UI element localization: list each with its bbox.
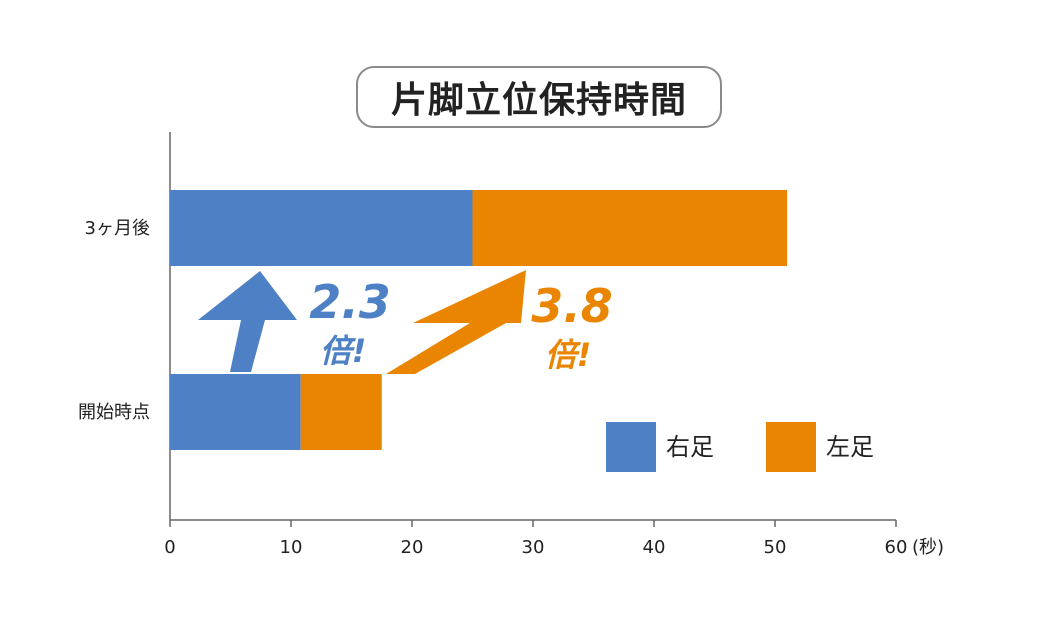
y-category-label: 開始時点 — [78, 402, 150, 423]
x-tick-label: 30 — [522, 537, 545, 558]
orange-arrow — [386, 270, 526, 374]
legend-label: 右足 — [666, 433, 714, 461]
x-tick-label: 50 — [764, 537, 787, 558]
x-tick-label: 20 — [401, 537, 424, 558]
bar-right-foot — [170, 190, 473, 266]
legend-swatch — [606, 422, 656, 472]
bar-left-foot — [472, 190, 788, 266]
x-axis-unit: (秒) — [912, 537, 944, 558]
annotation-multiplier: 2.3 — [309, 275, 391, 329]
annotation-suffix: 倍! — [545, 336, 592, 374]
bar-right-foot — [170, 374, 301, 450]
legend-swatch — [766, 422, 816, 472]
x-tick-label: 0 — [164, 537, 175, 558]
annotation-multiplier: 3.8 — [531, 279, 613, 333]
chart-title: 片脚立位保持時間 — [390, 80, 687, 121]
bar-left-foot — [300, 374, 382, 450]
annotation-suffix: 倍! — [320, 332, 367, 370]
x-tick-label: 60 — [885, 537, 908, 558]
x-tick-label: 10 — [280, 537, 303, 558]
y-category-label: 3ヶ月後 — [85, 218, 150, 239]
legend-label: 左足 — [826, 433, 874, 461]
x-tick-label: 40 — [643, 537, 666, 558]
blue-arrow — [198, 271, 297, 372]
chart-title-box: 片脚立位保持時間 — [356, 66, 722, 128]
